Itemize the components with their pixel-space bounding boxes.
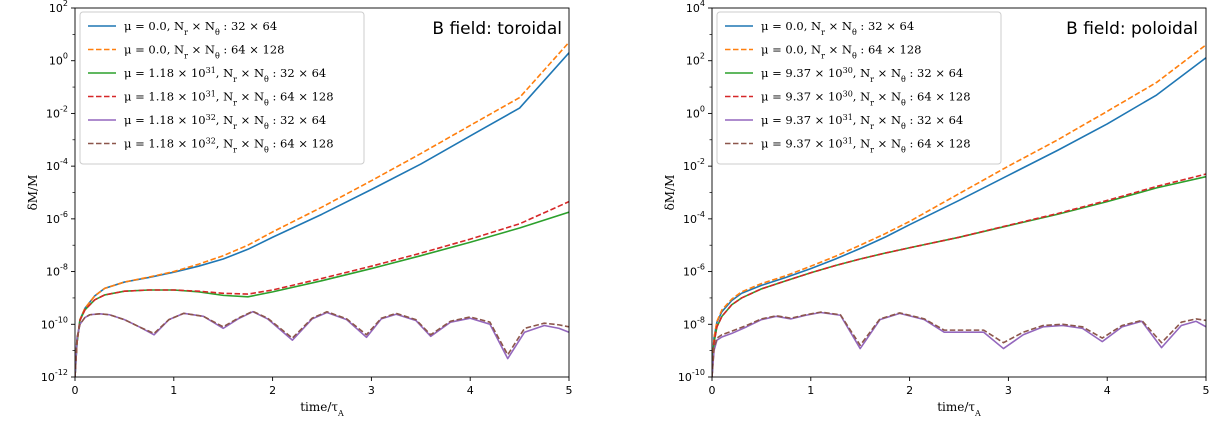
- x-tick-label: 0: [72, 384, 79, 397]
- legend-box: [716, 11, 1002, 165]
- series-line-1: [712, 44, 1206, 377]
- y-tick-label: 10-12: [41, 368, 68, 384]
- x-tick-label: 1: [170, 384, 177, 397]
- legend-entry-1: μ = 0.0, Nr​ × Nθ​ : 64 × 128: [124, 43, 284, 61]
- panel-toroidal: 0 1 2 3 4 5 10-12 10-10 10-8 10-6 10-4 10-2 100 102 ti…: [26, 0, 573, 418]
- legend-entry-2: μ = 9.37 × 1030​, Nr​ × Nθ​ : 32 × 64: [761, 66, 963, 84]
- y-tick-label: 10-8: [683, 315, 705, 331]
- series-line-1: [75, 41, 569, 377]
- series-line-3: [75, 200, 569, 377]
- x-tick-label: 1: [807, 384, 814, 397]
- series-lines: [75, 41, 569, 377]
- series-line-5: [75, 310, 569, 377]
- series-line-2: [75, 211, 569, 377]
- x-tick-label: 0: [709, 384, 716, 397]
- x-tick-label: 4: [1104, 384, 1111, 397]
- legend: μ = 0.0, Nr​ × Nθ​ : 32 × 64 μ = 0.0, Nr​…: [716, 11, 1002, 165]
- y-tick-label: 104: [686, 0, 705, 15]
- x-axis-label: time/τA​: [300, 400, 344, 418]
- legend-entry-3: μ = 1.18 × 1031​, Nr​ × Nθ​ : 64 × 128: [124, 89, 334, 107]
- y-tick-label: 10-4: [683, 210, 705, 226]
- y-tick-label: 10-10: [678, 368, 705, 384]
- panel-poloidal: 0 1 2 3 4 5 10-10 10-8 10-6 10-4 10-2 100 102 104 time…: [663, 0, 1210, 418]
- y-tick-label: 10-6: [46, 210, 68, 226]
- x-tick-label: 3: [1005, 384, 1012, 397]
- y-tick-label: 102: [49, 0, 68, 15]
- x-tick-label: 5: [1203, 384, 1210, 397]
- x-tick-label: 4: [467, 384, 474, 397]
- series-line-3: [712, 173, 1206, 377]
- legend-entry-5: μ = 9.37 × 1031​, Nr​ × Nθ​ : 64 × 128: [761, 136, 971, 154]
- legend-entry-1: μ = 0.0, Nr​ × Nθ​ : 64 × 128: [761, 43, 921, 61]
- legend-entry-5: μ = 1.18 × 1032​, Nr​ × Nθ​ : 64 × 128: [124, 136, 334, 154]
- panel-title: B field: poloidal: [1066, 19, 1198, 39]
- legend-entry-2: μ = 1.18 × 1031​, Nr​ × Nθ​ : 32 × 64: [124, 66, 326, 84]
- y-tick-label: 100: [686, 104, 705, 120]
- legend-entry-0: μ = 0.0, Nr​ × Nθ​ : 32 × 64: [124, 19, 277, 37]
- legend-entry-4: μ = 9.37 × 1031​, Nr​ × Nθ​ : 32 × 64: [761, 113, 963, 131]
- x-tick-label: 5: [566, 384, 573, 397]
- legend-entry-3: μ = 9.37 × 1030​, Nr​ × Nθ​ : 64 × 128: [761, 89, 971, 107]
- panel-title: B field: toroidal: [432, 19, 562, 39]
- y-axis-label: δM/M: [663, 175, 677, 211]
- series-line-0: [75, 52, 569, 377]
- series-lines: [712, 44, 1206, 377]
- legend: μ = 0.0, Nr​ × Nθ​ : 32 × 64 μ = 0.0, Nr​…: [79, 11, 365, 165]
- y-tick-label: 102: [686, 52, 705, 68]
- legend-entry-4: μ = 1.18 × 1032​, Nr​ × Nθ​ : 32 × 64: [124, 113, 326, 131]
- y-tick-label: 10-6: [683, 263, 705, 279]
- legend-entry-0: μ = 0.0, Nr​ × Nθ​ : 32 × 64: [761, 19, 914, 37]
- series-line-4: [75, 310, 569, 377]
- x-tick-label: 2: [906, 384, 913, 397]
- y-tick-label: 10-2: [46, 104, 68, 120]
- y-tick-label: 10-10: [41, 315, 68, 331]
- y-axis-label: δM/M: [26, 175, 40, 211]
- x-tick-label: 2: [269, 384, 276, 397]
- y-tick-label: 10-4: [46, 157, 68, 173]
- legend-box: [79, 11, 365, 165]
- x-axis-label: time/τA​: [937, 400, 981, 418]
- y-tick-label: 10-8: [46, 263, 68, 279]
- y-tick-label: 100: [49, 52, 68, 68]
- series-line-5: [712, 311, 1206, 377]
- x-tick-label: 3: [368, 384, 375, 397]
- y-tick-label: 10-2: [683, 157, 705, 173]
